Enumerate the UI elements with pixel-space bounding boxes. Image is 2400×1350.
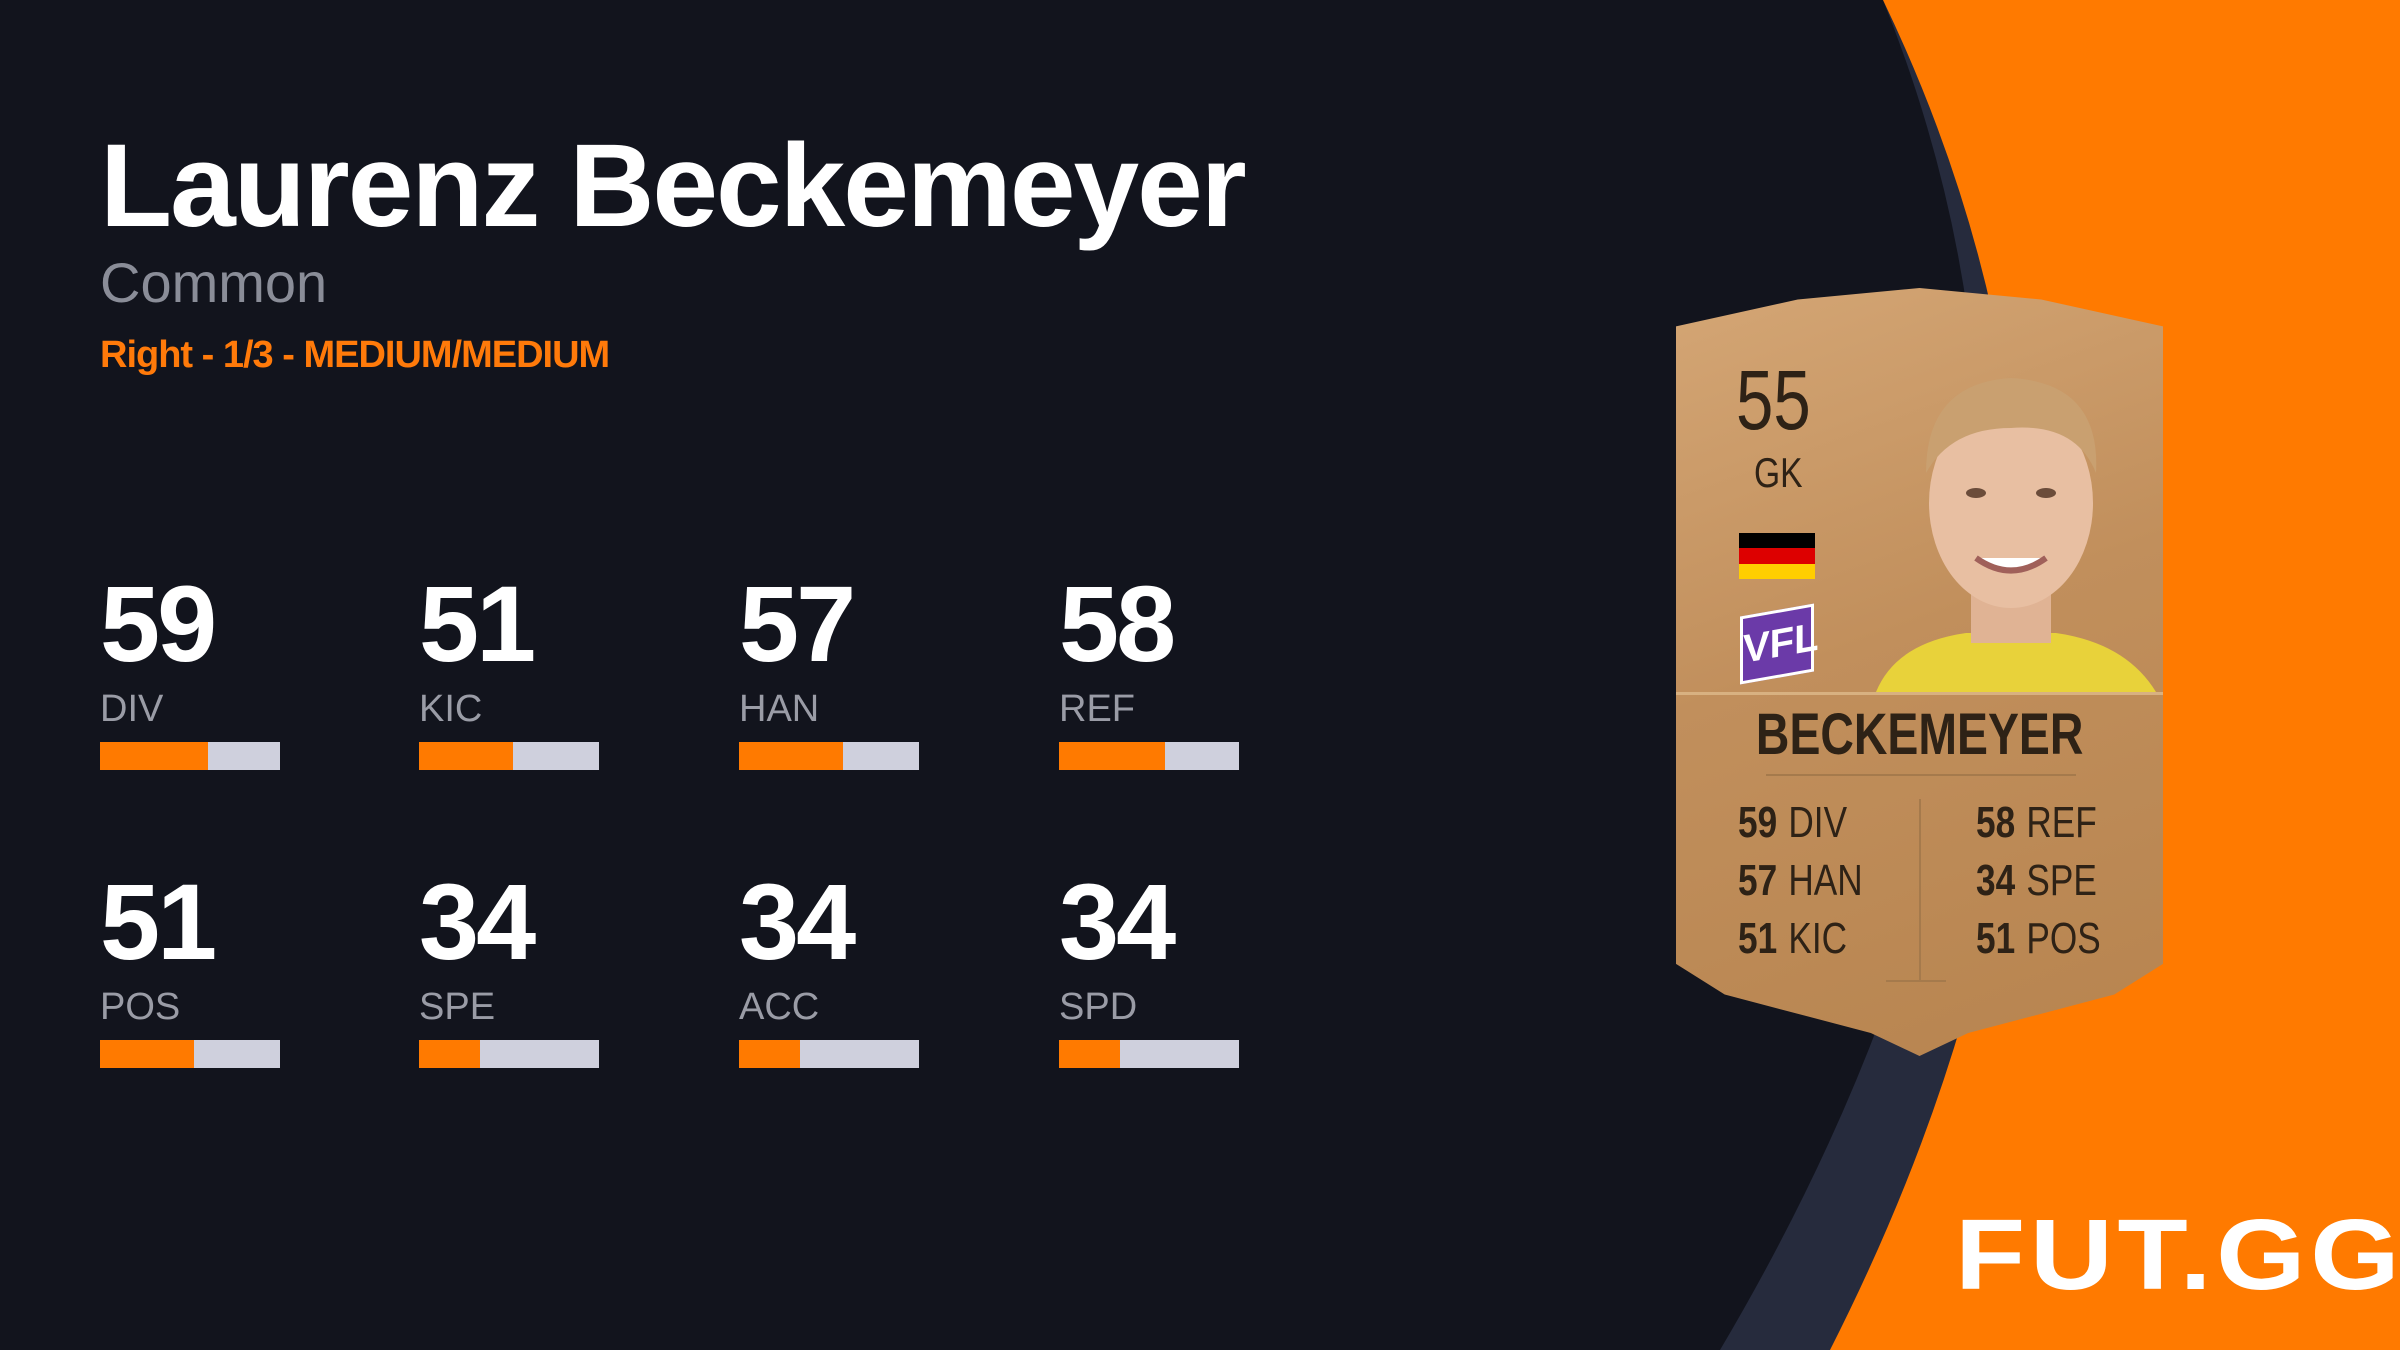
stat-kic: 51 KIC [419, 570, 619, 770]
player-rarity: Common [100, 251, 328, 314]
stat-bar-fill [739, 742, 844, 770]
stat-bar [100, 1040, 280, 1068]
stat-spd: 34 SPD [1059, 868, 1259, 1068]
card-stat-value: 51 [1738, 914, 1778, 963]
stat-bar [419, 742, 599, 770]
futgg-logo: FUT.GG [1955, 1199, 2400, 1311]
stat-value: 59 [100, 563, 217, 684]
stat-label: POS [100, 986, 181, 1028]
card-stat-spe: 34 SPE [1976, 859, 2097, 903]
stat-bar [419, 1040, 599, 1068]
stat-bar [739, 742, 919, 770]
card-stat-label: KIC [1788, 914, 1848, 963]
stat-label: SPD [1059, 986, 1138, 1028]
card-position: GK [1754, 449, 1803, 496]
card-stat-value: 34 [1976, 856, 2016, 905]
stat-bar-fill [100, 742, 208, 770]
stat-value: 51 [100, 861, 217, 982]
stat-label: SPE [419, 986, 496, 1028]
stat-bar-fill [100, 1040, 194, 1068]
card-stat-label: DIV [1788, 798, 1848, 847]
card-rating: 55 [1736, 353, 1811, 447]
card-stat-div: 59 DIV [1738, 801, 1847, 845]
card-stat-label: REF [2026, 798, 2097, 847]
stat-value: 57 [739, 563, 856, 684]
player-info: Right - 1/3 - MEDIUM/MEDIUM [100, 334, 610, 376]
card-stat-ref: 58 REF [1976, 801, 2097, 845]
stat-spe: 34 SPE [419, 868, 619, 1068]
card-column-divider [1919, 799, 1921, 980]
card-stat-kic: 51 KIC [1738, 917, 1847, 961]
stat-bar-fill [419, 742, 513, 770]
stat-label: DIV [100, 688, 164, 730]
stat-label: REF [1059, 688, 1135, 730]
player-card: 55 GK VFL BECKEMEYER 59 DIV 57 HAN 51 KIC 58 RE… [1676, 288, 2163, 1056]
stat-pos: 51 POS [100, 868, 300, 1068]
card-stat-value: 51 [1976, 914, 2016, 963]
card-stat-han: 57 HAN [1738, 859, 1863, 903]
card-divider [1676, 692, 2163, 695]
stat-value: 34 [419, 861, 536, 982]
stat-value: 34 [1059, 861, 1176, 982]
stat-han: 57 HAN [739, 570, 939, 770]
stat-label: HAN [739, 688, 820, 730]
stat-bar [100, 742, 280, 770]
card-stat-label: SPE [2026, 856, 2097, 905]
stat-div: 59 DIV [100, 570, 300, 770]
stat-value: 58 [1059, 563, 1176, 684]
club-badge-icon: VFL [1740, 603, 1819, 685]
card-name-underline [1766, 774, 2076, 776]
stat-label: ACC [739, 986, 820, 1028]
card-stat-label: HAN [1788, 856, 1863, 905]
card-stat-value: 58 [1976, 798, 2016, 847]
stat-acc: 34 ACC [739, 868, 939, 1068]
card-stat-label: POS [2026, 914, 2101, 963]
stat-bar [739, 1040, 919, 1068]
card-bottom-line [1886, 980, 1946, 982]
stat-value: 34 [739, 861, 856, 982]
card-stat-value: 57 [1738, 856, 1778, 905]
stat-bar-fill [1059, 742, 1166, 770]
stat-label: KIC [419, 688, 483, 730]
stat-ref: 58 REF [1059, 570, 1259, 770]
stat-value: 51 [419, 563, 536, 684]
player-photo [1876, 378, 2156, 692]
player-name: Laurenz Beckemeyer [100, 120, 1247, 252]
stat-bar [1059, 1040, 1239, 1068]
stat-bar [1059, 742, 1239, 770]
germany-flag-icon [1739, 533, 1815, 580]
card-stat-value: 59 [1738, 798, 1778, 847]
card-stat-pos: 51 POS [1976, 917, 2101, 961]
card-name: BECKEMEYER [1755, 702, 2084, 767]
stat-bar-fill [739, 1040, 801, 1068]
stat-bar-fill [1059, 1040, 1121, 1068]
stat-bar-fill [419, 1040, 481, 1068]
